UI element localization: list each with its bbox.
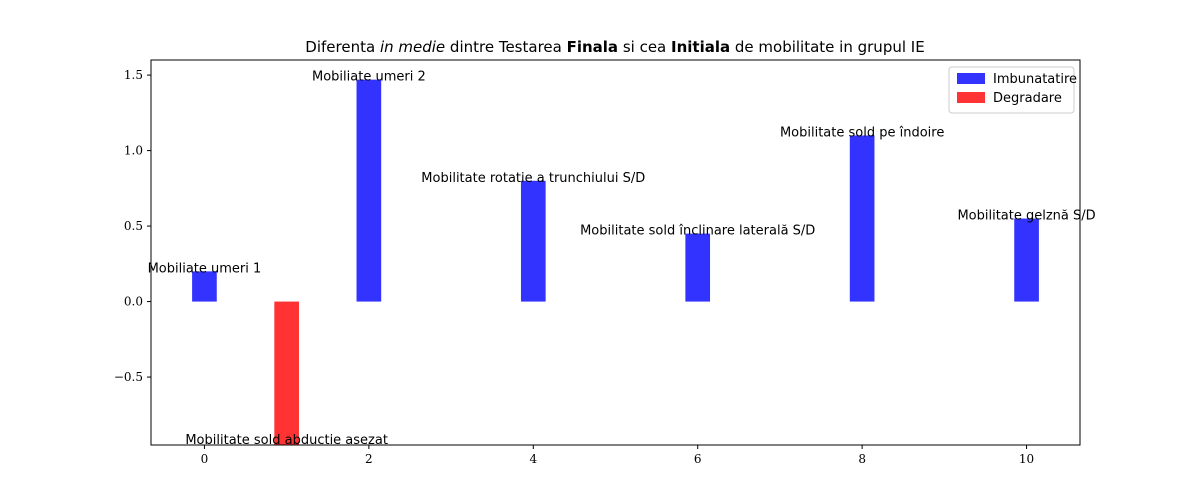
bar-data-label: Mobilitate gelznă S/D <box>957 209 1095 224</box>
y-tick-label: 1.5 <box>124 68 143 82</box>
bar-imbunatatire <box>849 135 875 302</box>
x-tick-label: 0 <box>201 452 209 466</box>
bar-data-label: Mobilitate sold abductie asezat <box>185 433 388 448</box>
x-tick-label: 2 <box>365 452 373 466</box>
legend-label: Degradare <box>993 91 1062 106</box>
chart-title: Diferenta in medie dintre Testarea Final… <box>305 38 924 56</box>
bar-data-label: Mobiliate umeri 1 <box>148 261 262 276</box>
legend: Imbunatatire Degradare <box>948 66 1077 114</box>
bar-data-label: Mobilitate rotatie a trunchiului S/D <box>421 171 645 186</box>
bar-data-label: Mobilitate sold înclinare laterală S/D <box>580 224 815 239</box>
bar-labels-layer: Mobiliate umeri 1 Mobilitate sold abducti… <box>148 70 1096 448</box>
bar-imbunatatire <box>685 233 711 302</box>
bar-imbunatatire <box>192 271 217 302</box>
chart-title-part: de mobilitate in grupul IE <box>730 38 925 56</box>
bars-layer <box>192 79 1039 445</box>
bar-imbunatatire <box>520 180 546 302</box>
chart-title-part: in medie <box>380 38 445 56</box>
chart-title-part: Finala <box>567 38 618 56</box>
y-tick-label: 1.0 <box>124 144 143 158</box>
bar-imbunatatire <box>1014 218 1039 302</box>
y-axis: −0.5 0.0 0.5 1.0 1.5 <box>114 68 151 384</box>
x-tick-label: 4 <box>529 452 537 466</box>
bar-imbunatatire <box>356 79 382 302</box>
chart-title-part: Diferenta <box>305 38 380 56</box>
x-tick-label: 8 <box>858 452 866 466</box>
chart-title-part: dintre Testarea <box>445 38 566 56</box>
x-tick-label: 10 <box>1019 452 1034 466</box>
bar-degradare <box>274 301 299 445</box>
x-axis: 0 2 4 6 8 10 <box>201 445 1034 466</box>
legend-swatch <box>957 73 985 84</box>
y-tick-label: 0.0 <box>124 295 143 309</box>
plot-area-frame <box>150 59 1081 446</box>
x-tick-label: 6 <box>694 452 702 466</box>
legend-label: Imbunatatire <box>993 72 1077 87</box>
y-tick-label: 0.5 <box>124 219 143 233</box>
legend-swatch <box>957 92 985 103</box>
chart-title-part: si cea <box>618 38 671 56</box>
bar-data-label: Mobiliate umeri 2 <box>312 70 426 85</box>
chart-title-part: Initiala <box>671 38 730 56</box>
y-tick-label: −0.5 <box>114 370 143 384</box>
bar-data-label: Mobilitate sold pe îndoire <box>780 125 944 140</box>
